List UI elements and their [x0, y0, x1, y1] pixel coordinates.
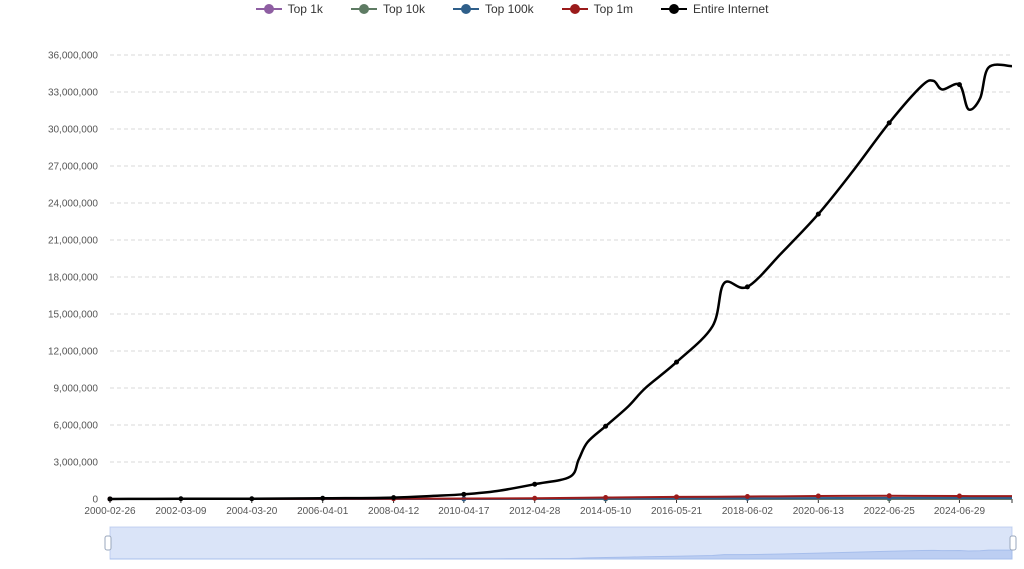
zoom-slider-window	[110, 527, 1012, 559]
legend-item-top-1m[interactable]: Top 1m	[561, 2, 634, 16]
data-point-entire-internet	[461, 491, 467, 497]
data-point-entire-internet	[886, 120, 892, 126]
data-point-top-1m	[603, 495, 609, 501]
data-point-top-1m	[956, 493, 962, 499]
legend-label: Top 1k	[287, 2, 323, 16]
legend-item-top-100k[interactable]: Top 100k	[452, 2, 534, 16]
legend-item-top-10k[interactable]: Top 10k	[350, 2, 425, 16]
legend-swatch-icon	[350, 3, 377, 15]
data-point-entire-internet	[107, 496, 113, 502]
y-tick-label: 36,000,000	[48, 51, 98, 62]
legend-label: Top 1m	[593, 2, 634, 16]
data-point-entire-internet	[603, 423, 609, 429]
y-tick-label: 12,000,000	[48, 347, 98, 358]
zoom-handle-right[interactable]	[1009, 535, 1017, 551]
data-point-entire-internet	[178, 496, 184, 502]
data-point-top-1m	[886, 493, 892, 499]
x-tick-label: 2002-03-09	[155, 506, 207, 517]
y-tick-label: 33,000,000	[48, 88, 98, 99]
legend-swatch-icon	[255, 3, 282, 15]
y-tick-label: 9,000,000	[54, 384, 99, 395]
data-point-top-1m	[815, 493, 821, 499]
x-tick-label: 2016-05-21	[651, 506, 703, 517]
chart-legend: Top 1k Top 10k Top 100k Top 1m Entire Intern…	[0, 0, 1024, 18]
data-point-entire-internet	[391, 495, 397, 501]
x-tick-label: 2006-04-01	[297, 506, 349, 517]
data-point-top-1m	[674, 494, 680, 500]
data-point-entire-internet	[532, 481, 538, 487]
legend-item-entire-internet[interactable]: Entire Internet	[661, 2, 768, 16]
data-point-entire-internet	[744, 284, 750, 290]
legend-label: Top 100k	[484, 2, 534, 16]
x-tick-label: 2012-04-28	[509, 506, 561, 517]
legend-item-top-1k[interactable]: Top 1k	[255, 2, 323, 16]
x-tick-label: 2022-06-25	[864, 506, 916, 517]
data-point-entire-internet	[956, 82, 962, 88]
x-tick-label: 2010-04-17	[438, 506, 490, 517]
y-tick-label: 21,000,000	[48, 236, 98, 247]
data-point-entire-internet	[320, 495, 326, 501]
data-point-entire-internet	[249, 496, 255, 502]
data-point-top-1m	[532, 495, 538, 501]
y-tick-label: 27,000,000	[48, 162, 98, 173]
x-tick-label: 2018-06-02	[722, 506, 774, 517]
legend-swatch-icon	[661, 3, 688, 15]
x-tick-label: 2004-03-20	[226, 506, 278, 517]
series-line-entire-internet	[109, 63, 1013, 501]
y-tick-label: 30,000,000	[48, 125, 98, 136]
x-tick-label: 2024-06-29	[934, 506, 986, 517]
y-tick-label: 6,000,000	[54, 421, 99, 432]
y-tick-label: 24,000,000	[48, 199, 98, 210]
y-tick-label: 3,000,000	[54, 458, 99, 469]
legend-label: Entire Internet	[693, 2, 769, 16]
zoom-handle-left[interactable]	[104, 535, 112, 551]
x-tick-label: 2020-06-13	[793, 506, 845, 517]
zoom-slider-preview	[109, 549, 1013, 560]
x-tick-label: 2000-02-26	[84, 506, 136, 517]
legend-swatch-icon	[452, 3, 479, 15]
x-tick-label: 2014-05-10	[580, 506, 632, 517]
x-tick-label: 2008-04-12	[368, 506, 420, 517]
legend-swatch-icon	[561, 3, 588, 15]
y-tick-label: 15,000,000	[48, 310, 98, 321]
data-point-top-1m	[744, 494, 750, 500]
y-tick-label: 0	[92, 495, 98, 506]
data-point-entire-internet	[815, 211, 821, 217]
data-point-entire-internet	[674, 359, 680, 365]
legend-label: Top 10k	[382, 2, 425, 16]
y-tick-label: 18,000,000	[48, 273, 98, 284]
